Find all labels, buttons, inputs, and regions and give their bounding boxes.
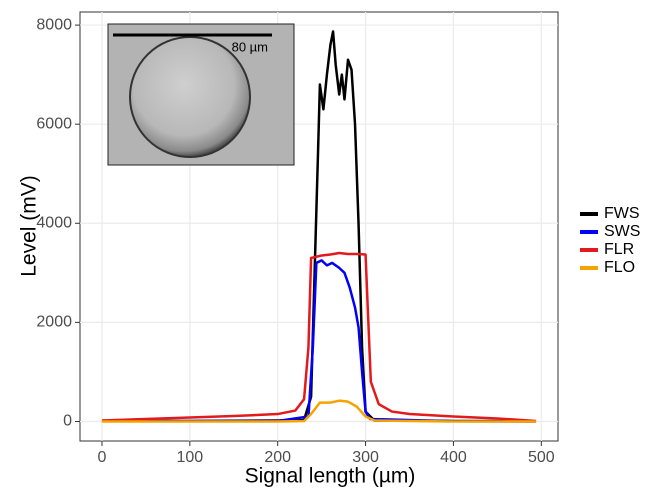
y-tick-label: 4000 bbox=[36, 214, 72, 231]
series-line bbox=[101, 399, 537, 423]
x-axis-title: Signal length (µm) bbox=[245, 465, 416, 488]
x-tick-label: 0 bbox=[98, 449, 107, 466]
scale-label: 80 µm bbox=[232, 39, 268, 54]
x-tick-label: 500 bbox=[528, 449, 555, 466]
x-tick-label: 200 bbox=[264, 449, 291, 466]
y-tick-label: 0 bbox=[63, 413, 72, 430]
x-tick-label: 300 bbox=[352, 449, 379, 466]
legend-label: FLO bbox=[604, 259, 635, 276]
legend-label: FLR bbox=[604, 241, 634, 258]
series-line bbox=[101, 259, 537, 423]
y-tick-label: 8000 bbox=[36, 16, 72, 33]
y-axis-title: Level (mV) bbox=[18, 175, 41, 277]
x-tick-label: 400 bbox=[440, 449, 467, 466]
legend-label: SWS bbox=[604, 223, 640, 240]
series-line bbox=[101, 30, 537, 423]
inset: 80 µm bbox=[107, 23, 295, 166]
y-tick-label: 2000 bbox=[36, 314, 72, 331]
lines bbox=[101, 30, 537, 423]
legend-label: FWS bbox=[604, 205, 640, 222]
cell bbox=[129, 36, 251, 158]
series-line bbox=[101, 251, 537, 423]
y-tick-label: 6000 bbox=[36, 115, 72, 132]
x-tick-label: 100 bbox=[176, 449, 203, 466]
